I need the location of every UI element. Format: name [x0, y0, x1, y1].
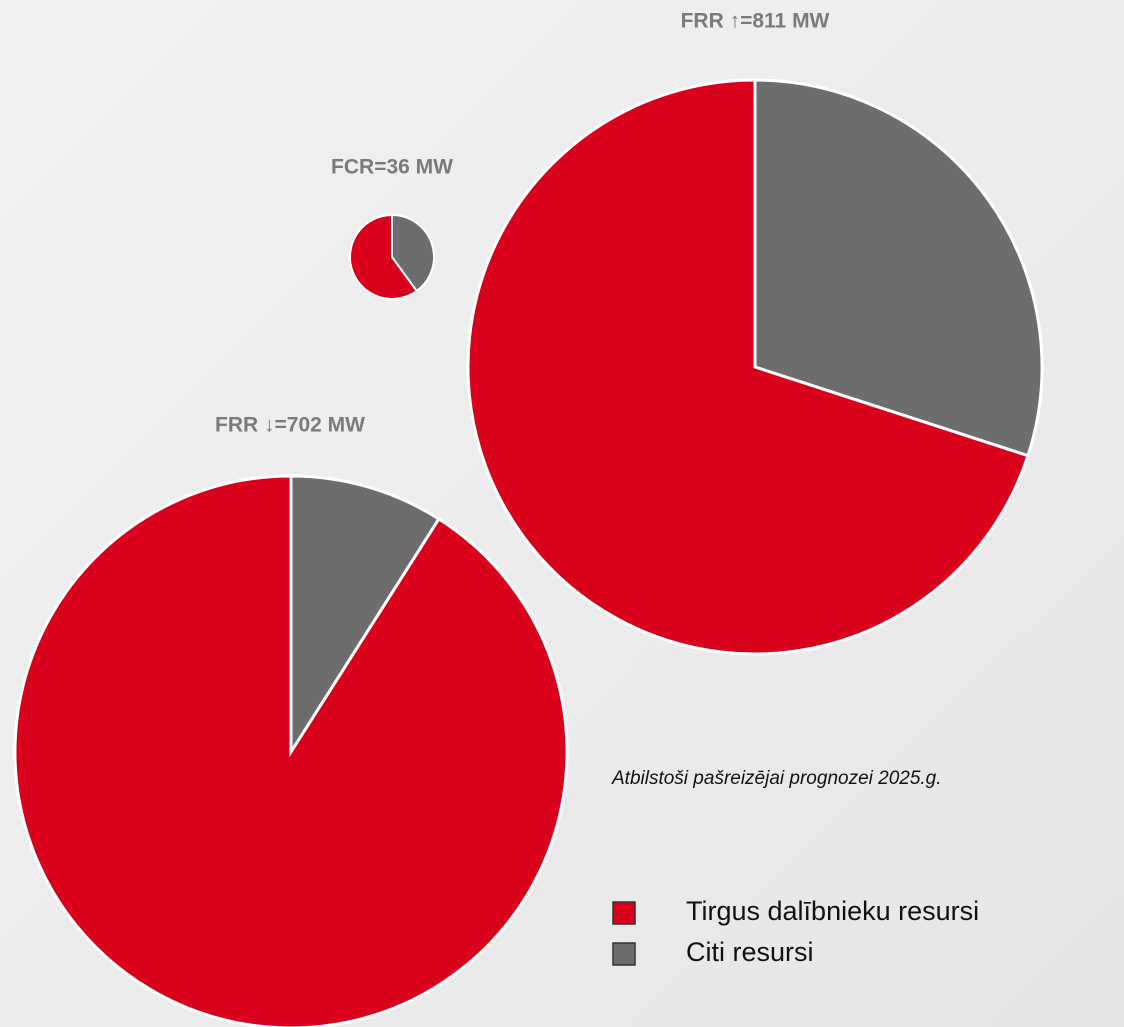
pie-slice [13, 474, 569, 1027]
pie-slice [466, 78, 1030, 656]
pie-slice [349, 213, 419, 300]
pie-title: FCR=36 MW [331, 156, 453, 179]
pie-title: FRR ↑=811 MW [681, 10, 830, 33]
pie-title: FRR ↓=702 MW [215, 414, 365, 437]
legend-swatch [612, 901, 636, 925]
legend-swatch [612, 942, 636, 966]
pie-slice [391, 213, 435, 293]
annotation: Atbilstoši pašreizējai prognozei 2025.g. [611, 768, 942, 789]
pie-slice [753, 78, 1044, 458]
legend-label: Citi resursi [686, 937, 814, 967]
pie-slice [289, 474, 441, 758]
legend-label: Tirgus dalībnieku resursi [686, 896, 979, 926]
